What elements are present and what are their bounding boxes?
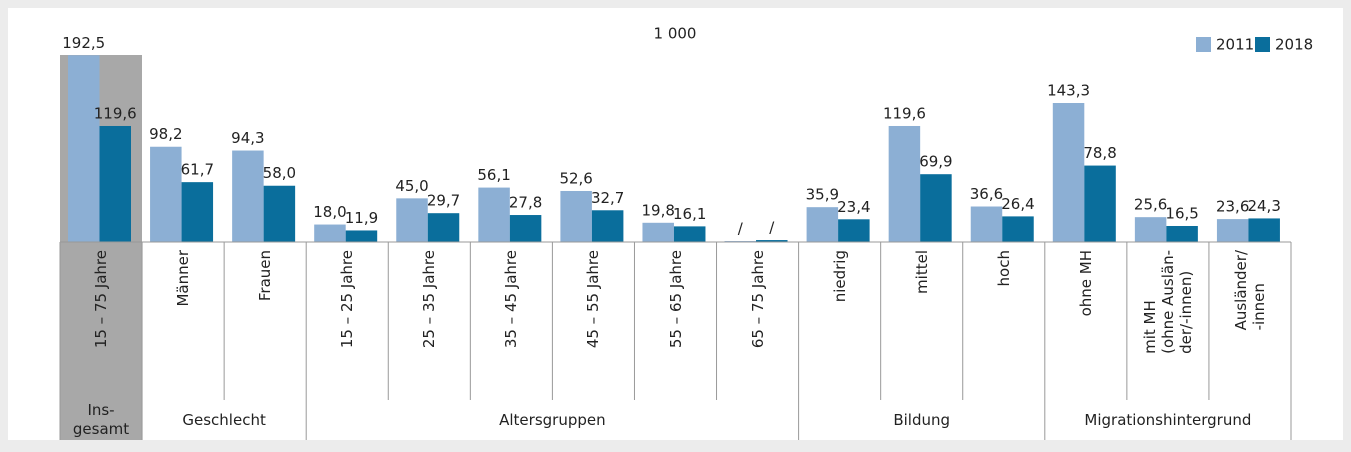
bar bbox=[314, 224, 346, 242]
category-label: ohne MH bbox=[1076, 250, 1095, 317]
category-label: mittel bbox=[912, 250, 931, 294]
value-label: 119,6 bbox=[94, 104, 137, 122]
value-label: 36,6 bbox=[970, 185, 1003, 203]
bar bbox=[673, 226, 706, 242]
value-label: 23,6 bbox=[1216, 198, 1249, 216]
legend-label: 2018 bbox=[1275, 36, 1313, 54]
bar bbox=[560, 190, 592, 242]
value-label: 32,7 bbox=[591, 189, 624, 207]
value-label: 23,4 bbox=[837, 198, 870, 216]
group-label: Geschlecht bbox=[182, 410, 266, 429]
bar bbox=[1216, 219, 1249, 242]
bar bbox=[1248, 218, 1280, 242]
value-label: 52,6 bbox=[559, 169, 592, 187]
bar bbox=[478, 187, 510, 242]
category-label: 45 – 55 Jahre bbox=[584, 250, 603, 349]
bar bbox=[1166, 225, 1198, 242]
value-label: 45,0 bbox=[395, 177, 428, 195]
bar bbox=[509, 215, 542, 242]
value-label: 16,1 bbox=[673, 205, 706, 223]
value-label: 94,3 bbox=[231, 129, 264, 147]
value-label: 29,7 bbox=[427, 192, 460, 210]
value-label: 58,0 bbox=[263, 164, 296, 182]
value-label: 35,9 bbox=[806, 186, 839, 204]
group-label: Migrationshintergrund bbox=[1084, 410, 1252, 429]
category-label: 25 – 35 Jahre bbox=[420, 250, 439, 349]
bar bbox=[920, 174, 952, 242]
value-label: 24,3 bbox=[1247, 197, 1280, 215]
category-label: 15 – 75 Jahre bbox=[92, 250, 111, 349]
bar bbox=[1052, 102, 1085, 243]
bar bbox=[181, 182, 214, 242]
unit-label: 1 000 bbox=[654, 25, 697, 43]
bar bbox=[427, 213, 460, 242]
bar bbox=[756, 240, 788, 242]
category-label: 15 – 25 Jahre bbox=[338, 250, 357, 349]
value-label: 16,5 bbox=[1165, 204, 1198, 222]
bar bbox=[396, 198, 428, 242]
value-label: 192,5 bbox=[62, 34, 105, 52]
panel bbox=[8, 8, 1343, 440]
legend-label: 2011 bbox=[1216, 36, 1254, 54]
value-label: 61,7 bbox=[181, 161, 214, 179]
category-label: 65 – 75 Jahre bbox=[748, 250, 767, 349]
category-label: 55 – 65 Jahre bbox=[666, 250, 685, 349]
bar bbox=[68, 55, 100, 243]
value-label: 119,6 bbox=[883, 104, 926, 122]
value-label: 27,8 bbox=[509, 194, 542, 212]
category-label: niedrig bbox=[830, 250, 849, 303]
value-label: 19,8 bbox=[642, 201, 675, 219]
value-label: / bbox=[769, 219, 775, 237]
value-label: 143,3 bbox=[1047, 81, 1090, 99]
bar bbox=[1002, 216, 1034, 242]
group-label: Altersgruppen bbox=[499, 410, 606, 429]
category-label: Ausländer/ -innen bbox=[1231, 250, 1268, 331]
bar bbox=[99, 125, 131, 242]
group-label: Ins- gesamt bbox=[72, 401, 130, 438]
category-label: hoch bbox=[994, 250, 1013, 287]
legend-swatch bbox=[1255, 37, 1270, 52]
value-label: 18,0 bbox=[313, 203, 346, 221]
category-label: Männer bbox=[174, 250, 193, 307]
value-label: 78,8 bbox=[1083, 144, 1116, 162]
legend-swatch bbox=[1196, 37, 1211, 52]
value-label: / bbox=[738, 220, 744, 238]
bar bbox=[150, 146, 182, 242]
value-label: 56,1 bbox=[477, 166, 510, 184]
value-label: 98,2 bbox=[149, 125, 182, 143]
bar bbox=[806, 207, 839, 242]
bar bbox=[345, 230, 378, 242]
category-label: 35 – 45 Jahre bbox=[502, 250, 521, 349]
category-label: Frauen bbox=[256, 250, 275, 302]
bar bbox=[970, 206, 1003, 242]
value-label: 25,6 bbox=[1134, 196, 1167, 214]
bar bbox=[838, 219, 870, 242]
value-label: 69,9 bbox=[919, 153, 952, 171]
group-label: Bildung bbox=[893, 410, 951, 429]
bar bbox=[263, 185, 296, 242]
bar bbox=[1134, 217, 1167, 242]
value-label: 26,4 bbox=[1001, 195, 1034, 213]
category-label: mit MH (ohne Auslän- der/-innen) bbox=[1140, 250, 1195, 354]
bar bbox=[888, 125, 921, 242]
bar bbox=[232, 150, 264, 242]
value-label: 11,9 bbox=[345, 209, 378, 227]
bar bbox=[642, 222, 674, 242]
bar bbox=[1084, 165, 1116, 242]
bar bbox=[591, 210, 624, 242]
